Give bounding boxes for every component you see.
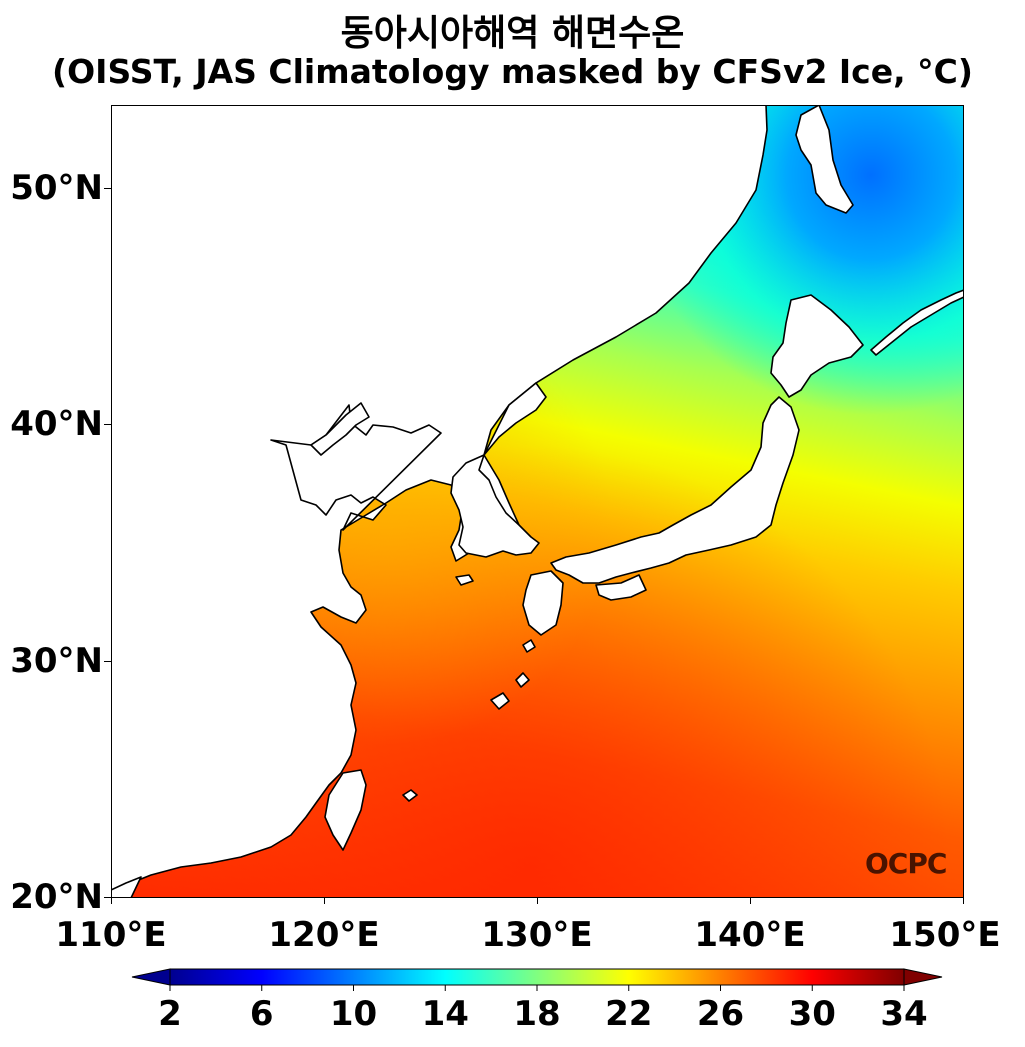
lat-tick: [104, 424, 111, 426]
colorbar-tick-label: 6: [249, 994, 274, 1034]
lon-tick: [537, 897, 538, 904]
colorbar-tick-label: 2: [158, 994, 182, 1034]
mainland-asia: [111, 105, 768, 891]
colorbar-min-extend: [131, 968, 171, 986]
lat-label: 20°N: [10, 877, 103, 917]
shikoku: [595, 574, 647, 601]
lat-tick: [104, 660, 111, 662]
lon-label: 130°E: [481, 915, 593, 955]
colorbar-tick-label: 34: [880, 994, 928, 1034]
lon-label: 120°E: [268, 915, 380, 955]
lon-tick: [963, 897, 964, 904]
lat-tick: [104, 187, 111, 189]
colorbar-tick-label: 14: [421, 994, 469, 1034]
map-title: 동아시아해역 해면수온: [340, 13, 685, 54]
lon-tick: [750, 897, 751, 904]
lat-label: 40°N: [10, 404, 103, 445]
lon-label: 150°E: [889, 915, 1001, 955]
lat-tick: [104, 897, 111, 898]
kyushu: [522, 570, 564, 636]
lon-tick: [111, 897, 112, 904]
lon-tick: [324, 897, 325, 904]
hokkaido: [770, 294, 864, 398]
sakhalin: [795, 105, 854, 214]
taiwan: [324, 769, 367, 851]
lon-label: 110°E: [55, 915, 167, 955]
jeju-island: [455, 574, 474, 586]
colorbar-body: [169, 968, 905, 986]
ocpc-logo: OCPC: [865, 847, 947, 880]
colorbar-tick-label: 18: [513, 994, 561, 1034]
korean-peninsula: [450, 382, 547, 558]
ryukyu-islands: [402, 639, 536, 802]
colorbar-tick-label: 10: [329, 994, 378, 1034]
liaodong-peninsula: [310, 402, 370, 456]
colorbar-tick-label: 22: [605, 994, 653, 1034]
lat-label: 50°N: [10, 167, 103, 208]
kuril-islands: [870, 289, 964, 356]
colorbar-max-extend: [903, 968, 943, 986]
colorbar-tick-label: 30: [788, 994, 836, 1034]
lon-label: 140°E: [694, 915, 806, 955]
colorbar-tick-label: 26: [696, 994, 745, 1034]
hainan-coast: [111, 876, 142, 898]
colorbar: [131, 968, 943, 991]
map-subtitle: (OISST, JAS Climatology masked by CFSv2 …: [52, 52, 973, 91]
honshu: [550, 396, 800, 584]
sst-map: [111, 105, 964, 898]
lat-label: 30°N: [10, 640, 103, 681]
